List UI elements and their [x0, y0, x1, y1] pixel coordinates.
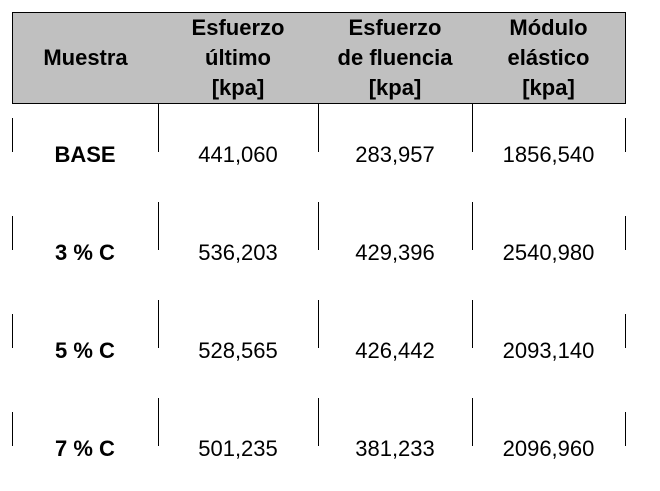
cell-border [472, 398, 473, 446]
header-text: [kpa] [368, 75, 422, 100]
cell-border [625, 216, 626, 250]
cell-border [472, 202, 473, 250]
cell-border [318, 300, 319, 348]
cell-border [12, 216, 13, 250]
cell-value: 536,203 [198, 240, 278, 265]
cell-border [12, 314, 13, 348]
cell-border [318, 104, 319, 152]
header-text: Esfuerzo [348, 15, 442, 40]
header-text: último [205, 45, 271, 70]
header-text: elástico [507, 45, 590, 70]
cell-value: 429,396 [355, 240, 435, 265]
header-cell: Muestra [12, 12, 159, 104]
cell-value: 381,233 [355, 436, 435, 461]
header-text: Muestra [43, 45, 128, 70]
header-cell: Esfuerzo último [kpa] [158, 12, 319, 104]
header-cell: Esfuerzo de fluencia [kpa] [318, 12, 473, 104]
header-text: Esfuerzo [191, 15, 285, 40]
cell-value: 441,060 [198, 142, 278, 167]
row-label: 7 % C [55, 436, 115, 461]
cell-border [12, 412, 13, 446]
cell-border [318, 398, 319, 446]
cell-border [12, 118, 13, 152]
cell-border [472, 300, 473, 348]
cell-value: 501,235 [198, 436, 278, 461]
header-text: [kpa] [522, 75, 575, 100]
cell-value: 283,957 [355, 142, 435, 167]
cell-border [625, 314, 626, 348]
header-cell: Módulo elástico [kpa] [472, 12, 626, 104]
cell-value: 2540,980 [502, 240, 595, 265]
row-label: 3 % C [55, 240, 115, 265]
header-text: [kpa] [211, 75, 265, 100]
row-label: BASE [54, 142, 116, 167]
header-text: Módulo [509, 15, 588, 40]
cell-value: 2093,140 [502, 338, 595, 363]
cell-border [158, 104, 159, 152]
cell-border [158, 398, 159, 446]
cell-value: 528,565 [198, 338, 278, 363]
row-label: 5 % C [55, 338, 115, 363]
cell-value: 426,442 [355, 338, 435, 363]
header-text: de fluencia [337, 45, 453, 70]
cell-border [158, 202, 159, 250]
cell-border [472, 104, 473, 152]
cell-border [625, 118, 626, 152]
cell-value: 1856,540 [502, 142, 595, 167]
cell-border [158, 300, 159, 348]
cell-value: 2096,960 [502, 436, 595, 461]
cell-border [625, 412, 626, 446]
cell-border [318, 202, 319, 250]
